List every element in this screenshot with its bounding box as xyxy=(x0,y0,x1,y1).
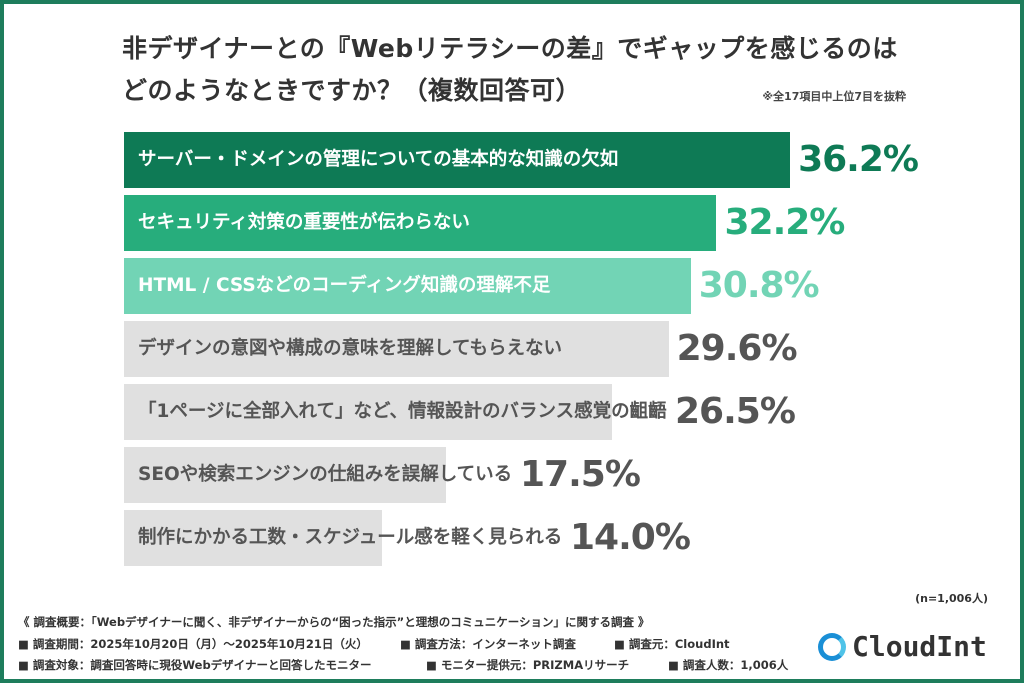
footer-provider: ■ モニター提供元：PRIZMAリサーチ xyxy=(426,658,630,672)
bar xyxy=(124,510,382,566)
bar xyxy=(124,258,691,314)
chart-subtitle: ※全17項目中上位7目を抜粋 xyxy=(762,90,906,103)
category-label: 制作にかかる工数・スケジュール感を軽く見られる xyxy=(138,527,563,548)
logo-text: CloudInt xyxy=(852,630,987,663)
bar xyxy=(124,447,446,503)
category-label: HTML / CSSなどのコーディング知識の理解不足 xyxy=(138,275,551,296)
sample-size: (n=1,006人) xyxy=(915,592,988,605)
category-label: 「1ページに全部入れて」など、情報設計のバランス感覚の齟齬 xyxy=(138,401,667,422)
footer-method: ■ 調査方法：インターネット調査 xyxy=(400,637,576,651)
value-label: 26.5% xyxy=(675,391,796,432)
value-label: 17.5% xyxy=(520,454,641,495)
cloudint-logo: CloudInt xyxy=(818,630,987,663)
category-label: SEOや検索エンジンの仕組みを誤解している xyxy=(138,464,513,485)
ring-logo-icon xyxy=(818,632,846,661)
value-label: 29.6% xyxy=(676,328,798,369)
footer-source: ■ 調査元：CloudInt xyxy=(614,637,730,651)
value-label: 36.2% xyxy=(798,139,919,180)
value-label: 32.2% xyxy=(724,202,845,243)
category-label: サーバー・ドメインの管理についての基本的な知識の欠如 xyxy=(138,149,619,170)
bar xyxy=(124,384,612,440)
category-label: デザインの意図や構成の意味を理解してもらえない xyxy=(138,338,563,359)
bar xyxy=(124,321,669,377)
title-line-1: 非デザイナーとの『Webリテラシーの差』でギャップを感じるのは xyxy=(122,34,898,63)
chart-title: 非デザイナーとの『Webリテラシーの差』でギャップを感じるのは どのようなときで… xyxy=(122,28,898,112)
category-label: セキュリティ対策の重要性が伝わらない xyxy=(138,212,470,233)
footer-overview: 《 調査概要：「Webデザイナーに聞く、非デザイナーからの“困った指示”と理想の… xyxy=(18,615,650,629)
footer-count: ■ 調査人数：1,006人 xyxy=(668,658,789,672)
title-line-2: どのようなときですか？（複数回答可） xyxy=(122,76,582,105)
value-label: 30.8% xyxy=(698,265,820,306)
value-label: 14.0% xyxy=(570,517,691,558)
bar xyxy=(124,195,717,251)
footer-period: ■ 調査期間：2025年10月20日（月）～2025年10月21日（火） xyxy=(18,637,368,651)
footer-target: ■ 調査対象：調査回答時に現役Webデザイナーと回答したモニター xyxy=(18,658,372,672)
bar xyxy=(124,132,791,188)
